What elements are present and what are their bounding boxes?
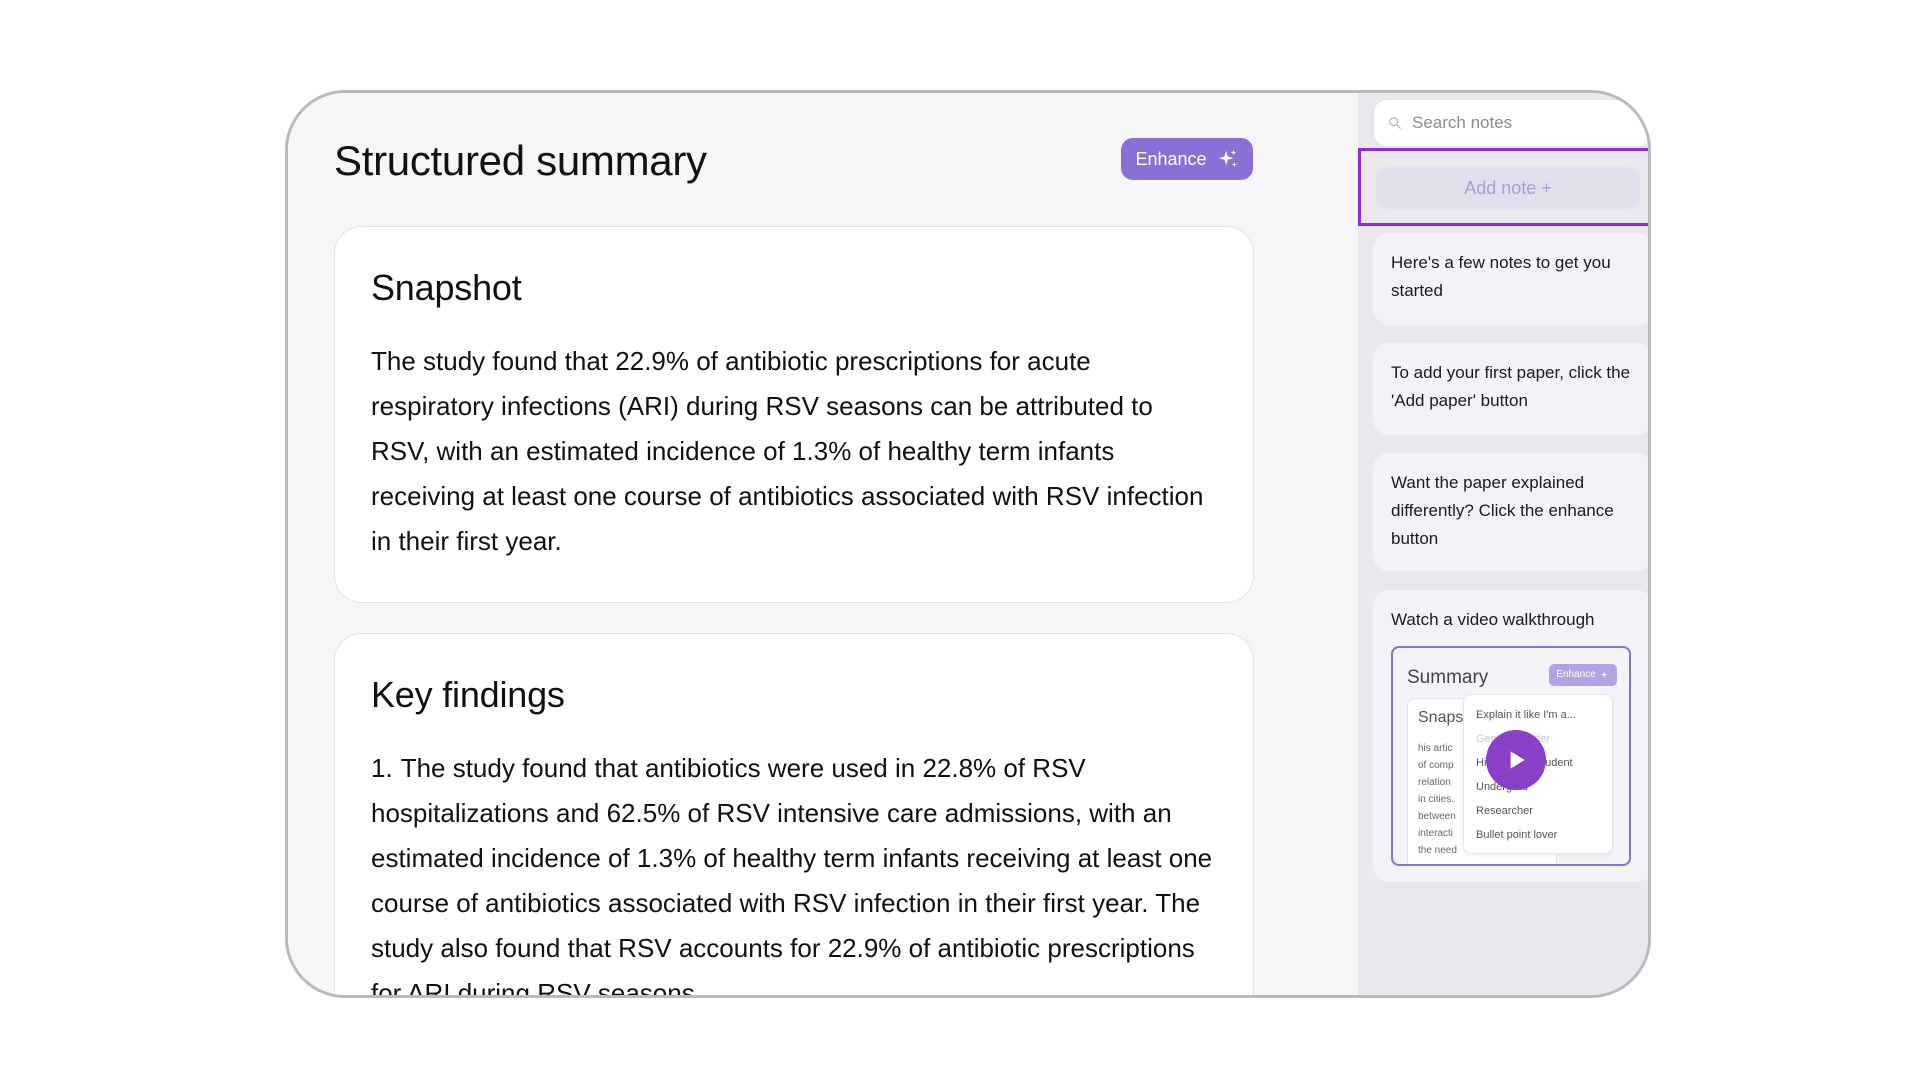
note-card[interactable]: To add your first paper, click the 'Add … <box>1373 343 1648 435</box>
add-note-highlight: Add note + <box>1358 148 1648 226</box>
search-input[interactable] <box>1412 113 1632 133</box>
note-card[interactable]: Want the paper explained differently? Cl… <box>1373 453 1648 571</box>
video-note-card[interactable]: Watch a video walkthrough Summary Enhanc… <box>1373 590 1648 882</box>
summary-panel: Structured summary Enhance Snapshot The … <box>288 93 1358 995</box>
list-item: 1. The study found that antibiotics were … <box>371 746 1217 998</box>
note-text: Want the paper explained differently? Cl… <box>1391 473 1614 548</box>
snapshot-body: The study found that 22.9% of antibiotic… <box>371 346 1204 556</box>
video-card-heading: Snaps <box>1418 709 1464 726</box>
video-card-line: in cities. <box>1418 794 1455 805</box>
video-menu-title: Explain it like I'm a... <box>1476 709 1576 721</box>
note-text: Watch a video walkthrough <box>1391 610 1595 629</box>
key-findings-list: 1. The study found that antibiotics were … <box>371 746 1217 998</box>
video-card-line: relation <box>1418 777 1451 788</box>
video-card-line: the need <box>1418 845 1457 856</box>
list-item-text: The study found that antibiotics were us… <box>371 753 1213 998</box>
page-title: Structured summary <box>334 137 707 184</box>
video-enhance-label: Enhance <box>1556 669 1596 680</box>
video-card-line: between <box>1418 811 1456 822</box>
app-window: Structured summary Enhance Snapshot The … <box>285 90 1651 998</box>
sparkle-icon <box>1600 671 1608 678</box>
video-menu-item: Bullet point lover <box>1476 829 1558 841</box>
video-enhance-badge: Enhance <box>1549 664 1617 686</box>
note-text: Here's a few notes to get you started <box>1391 253 1611 300</box>
sparkle-icon <box>1218 149 1237 168</box>
video-card-line: interacti <box>1418 828 1454 839</box>
add-note-button[interactable]: Add note + <box>1376 167 1640 209</box>
video-thumbnail[interactable]: Summary Enhance Snaps his artic of comp … <box>1391 646 1631 866</box>
search-icon <box>1389 117 1401 129</box>
video-card-line: his artic <box>1418 743 1453 754</box>
snapshot-card: Snapshot The study found that 22.9% of a… <box>334 226 1254 603</box>
snapshot-heading: Snapshot <box>371 267 522 308</box>
notes-sidebar: Add note + Here's a few notes to get you… <box>1358 93 1648 995</box>
video-card-line: of comp <box>1418 760 1454 771</box>
key-findings-card: Key findings 1. The study found that anti… <box>334 633 1254 998</box>
note-card[interactable]: Here's a few notes to get you started <box>1373 233 1648 325</box>
note-text: To add your first paper, click the 'Add … <box>1391 363 1631 410</box>
video-summary-title: Summary <box>1407 667 1489 688</box>
play-button[interactable] <box>1486 730 1546 790</box>
enhance-button-label: Enhance <box>1135 148 1207 169</box>
play-icon <box>1510 751 1525 769</box>
key-findings-heading: Key findings <box>371 674 565 715</box>
enhance-button[interactable]: Enhance <box>1121 138 1253 180</box>
list-item-number: 1. <box>371 753 393 783</box>
search-box[interactable] <box>1373 99 1648 147</box>
video-menu-item: Researcher <box>1476 805 1533 817</box>
